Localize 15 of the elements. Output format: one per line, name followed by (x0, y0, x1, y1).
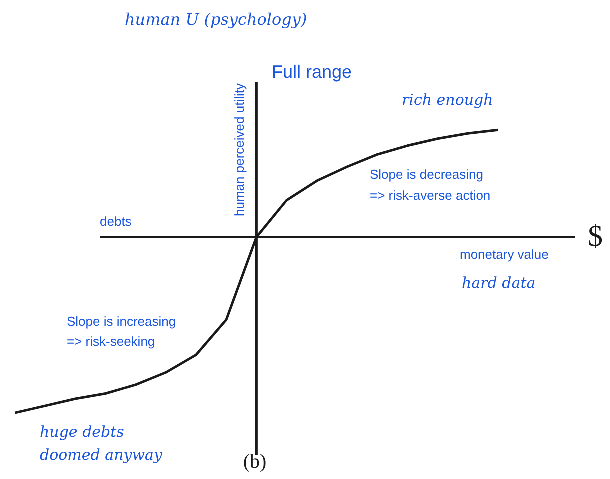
text: rich enough (402, 91, 494, 109)
text: $ (588, 220, 603, 253)
text: (b) (243, 451, 267, 473)
annotation: Slope is decreasing (370, 167, 484, 182)
annotation: debts (100, 214, 132, 229)
chart-subtitle: Full range (272, 62, 352, 82)
text: huge debts (40, 423, 125, 441)
chart-title: human U (psychology) (125, 10, 308, 29)
text: doomed anyway (40, 446, 163, 464)
annotation: => risk-averse action (370, 188, 491, 203)
annotation: => risk-seeking (67, 334, 156, 349)
annotation: Slope is increasing (67, 314, 176, 329)
annotation: hard data (462, 274, 536, 292)
y-axis-title: human perceived utility (232, 83, 247, 216)
x-axis-title: monetary value (460, 247, 549, 262)
